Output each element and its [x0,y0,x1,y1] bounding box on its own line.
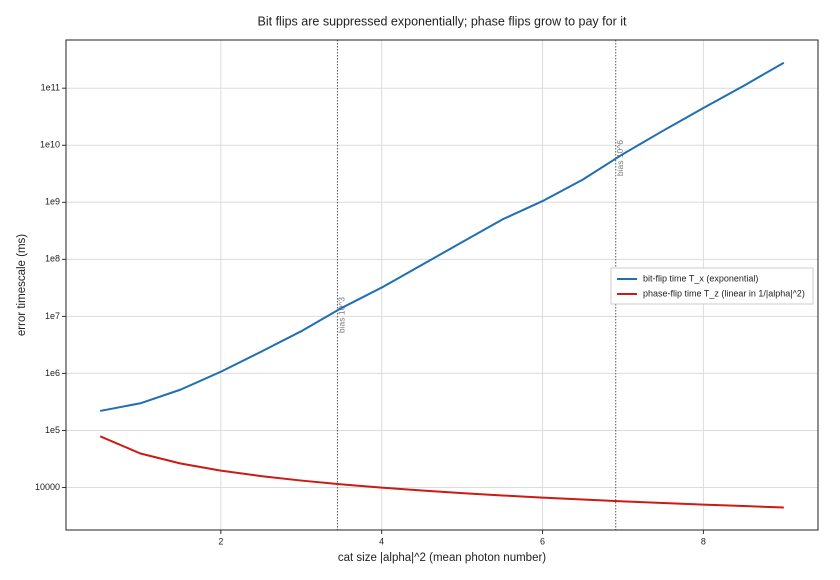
y-tick-label: 10000 [35,482,60,492]
annotation-label: bias 10^6 [615,140,625,176]
y-axis-label: error timescale (ms) [16,234,28,336]
legend-box [610,267,814,305]
series-line [99,435,784,509]
x-tick-label: 4 [379,536,384,546]
series-line [99,61,785,412]
legend-label: phase-flip time T_z (linear in 1/|alpha|… [643,288,805,298]
chart-title: Bit flips are suppressed exponentially; … [258,14,627,28]
y-tick-label: 1e7 [45,311,60,321]
y-tick-label: 1e10 [40,140,60,150]
y-tick-label: 1e8 [45,254,60,264]
legend-label: bit-flip time T_x (exponential) [643,273,758,283]
y-tick-label: 1e9 [45,197,60,207]
x-tick-label: 6 [540,536,545,546]
annotation-label: bias 10^3 [337,297,347,333]
plot-frame [65,39,819,531]
y-tick-label: 1e6 [45,368,60,378]
x-tick-label: 2 [218,536,223,546]
x-axis-label: cat size |alpha|^2 (mean photon number) [338,552,546,564]
x-tick-label: 8 [701,536,706,546]
y-tick-label: 1e11 [41,83,60,93]
y-tick-label: 1e5 [45,425,60,435]
legend: bit-flip time T_x (exponential) phase-fli… [610,267,814,305]
